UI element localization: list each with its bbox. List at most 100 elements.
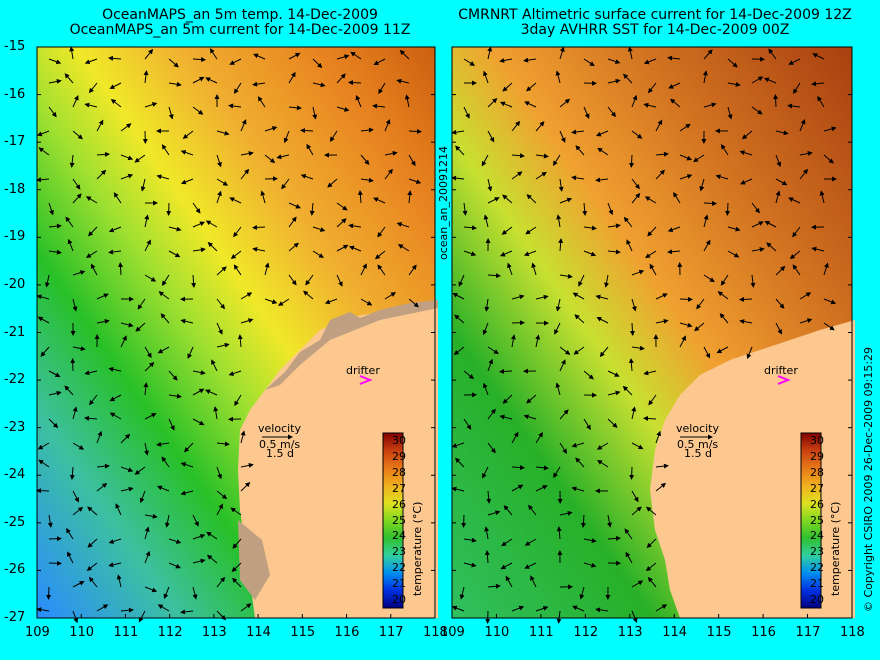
current-arrow <box>648 394 657 406</box>
right-x-tick-label: 116 <box>751 625 776 640</box>
current-arrow <box>555 382 561 396</box>
current-arrow <box>67 238 74 252</box>
current-arrow <box>36 130 50 137</box>
current-arrow <box>574 314 585 324</box>
left-colorbar-tick: 30 <box>392 433 406 447</box>
current-arrow <box>775 322 782 335</box>
current-arrow <box>115 503 122 516</box>
current-arrow <box>312 226 326 232</box>
current-arrow <box>487 273 501 279</box>
current-arrow <box>384 150 398 156</box>
current-arrow <box>595 130 609 137</box>
current-arrow <box>596 317 609 324</box>
current-arrow <box>192 558 206 564</box>
current-arrow <box>37 316 50 324</box>
current-arrow <box>288 274 297 286</box>
current-arrow <box>278 298 290 306</box>
current-arrow <box>264 262 270 276</box>
right-x-tick-label: 117 <box>795 625 821 640</box>
current-arrow <box>72 610 79 624</box>
current-arrow <box>596 442 609 450</box>
current-arrow <box>655 318 669 324</box>
current-arrow <box>643 370 657 376</box>
right-colorbar-tick: 26 <box>810 497 824 511</box>
current-arrow <box>312 106 318 120</box>
current-arrow <box>288 242 299 252</box>
current-arrow <box>120 154 134 161</box>
left-island <box>238 520 270 600</box>
current-arrow <box>312 82 326 88</box>
current-arrow <box>113 192 122 204</box>
current-arrow <box>72 490 79 503</box>
current-arrow <box>47 514 53 528</box>
current-arrow <box>530 575 537 588</box>
left-x-tick-label: 110 <box>69 625 95 640</box>
right-drifter-label: drifter <box>764 364 798 377</box>
current-arrow <box>535 121 545 132</box>
current-arrow <box>120 335 127 348</box>
current-arrow <box>408 154 416 167</box>
left-colorbar-tick: 26 <box>392 497 406 511</box>
current-arrow <box>679 335 686 348</box>
current-arrow <box>182 130 194 139</box>
current-arrow <box>360 298 373 306</box>
current-arrow <box>192 586 198 600</box>
current-arrow <box>459 586 465 600</box>
current-arrow <box>240 430 246 444</box>
current-arrow <box>96 430 103 444</box>
current-arrow <box>482 382 489 396</box>
current-arrow <box>624 528 633 540</box>
right-x-tick-label: 114 <box>662 625 688 640</box>
left-colorbar-tick: 23 <box>392 545 406 559</box>
left-colorbar <box>382 432 404 609</box>
current-arrow <box>487 442 496 454</box>
current-arrow <box>487 510 501 516</box>
current-arrow <box>535 171 547 180</box>
current-arrow <box>216 190 222 204</box>
current-arrow <box>631 269 645 276</box>
current-arrow <box>631 192 641 204</box>
current-arrow <box>216 490 228 500</box>
current-arrow <box>571 129 585 135</box>
current-arrow <box>703 274 715 283</box>
current-arrow <box>607 78 621 84</box>
current-arrow <box>575 457 585 468</box>
current-arrow <box>157 346 170 354</box>
current-arrow <box>607 535 621 541</box>
current-arrow <box>595 177 609 183</box>
current-arrow <box>775 190 781 204</box>
current-arrow <box>607 370 620 377</box>
current-arrow <box>607 58 621 64</box>
current-arrow <box>526 394 537 404</box>
current-arrow <box>559 346 571 355</box>
right-x-tick-label: 113 <box>617 625 643 640</box>
current-arrow <box>253 53 266 60</box>
current-arrow <box>180 318 194 324</box>
current-arrow <box>64 73 74 84</box>
current-arrow <box>240 119 247 132</box>
copyright: © Copyright CSIRO 2009 26-Dec-2009 09:15… <box>862 346 875 612</box>
current-arrow <box>510 334 516 348</box>
current-arrow <box>120 322 134 328</box>
current-arrow <box>96 169 107 180</box>
current-arrow <box>408 264 417 276</box>
left-velocity-scale: 0.5 m/s <box>259 438 301 451</box>
current-arrow <box>775 130 789 136</box>
current-arrow <box>631 580 644 588</box>
current-arrow <box>109 394 122 402</box>
current-arrow <box>595 294 609 300</box>
current-arrow <box>511 294 525 300</box>
current-arrow <box>452 293 465 300</box>
current-arrow <box>64 385 74 396</box>
current-arrow <box>206 554 218 564</box>
current-arrow <box>372 103 386 109</box>
current-arrow <box>793 82 801 95</box>
current-arrow <box>523 57 537 63</box>
left-colorbar-tick: 28 <box>392 465 406 479</box>
current-arrow <box>572 605 585 612</box>
current-arrow <box>524 538 537 546</box>
current-arrow <box>69 154 75 168</box>
current-arrow <box>48 390 62 396</box>
left-velocity-label: velocity <box>258 422 301 435</box>
